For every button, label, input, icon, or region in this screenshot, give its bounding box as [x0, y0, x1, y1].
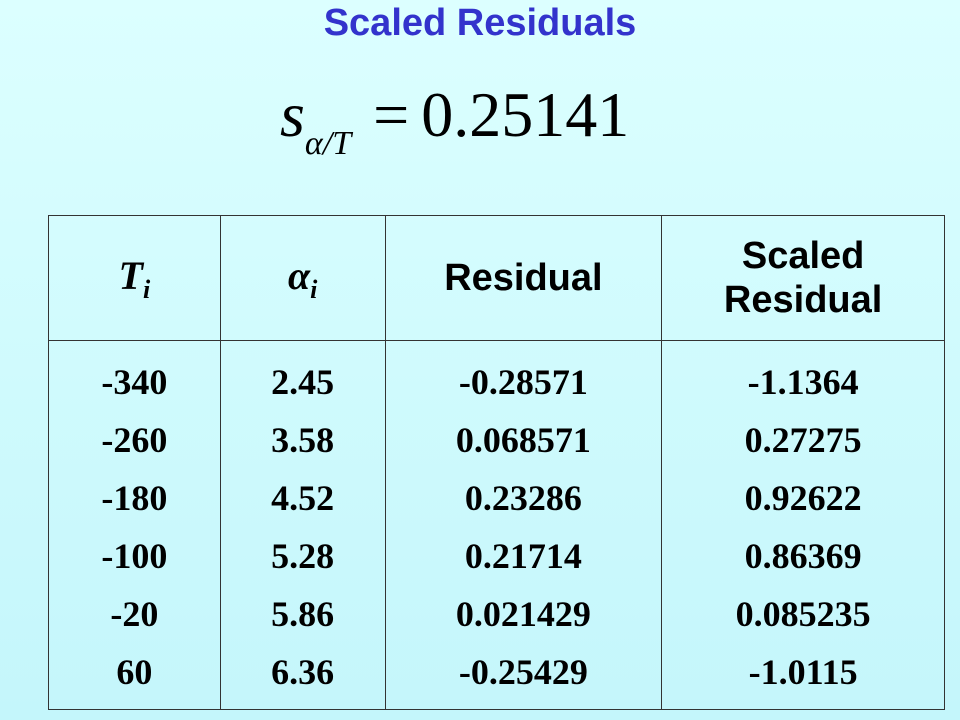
table-cell: 0.86369 — [661, 527, 945, 585]
table-row: -340 2.45 -0.28571 -1.1364 — [48, 340, 945, 411]
header-cell: Residual — [384, 215, 663, 341]
table-cell: 2.45 — [219, 340, 386, 411]
header-subscript: i — [310, 274, 318, 304]
formula-value: 0.25141 — [421, 79, 630, 150]
header-cell: Ti — [48, 215, 221, 341]
table-cell: -180 — [48, 469, 221, 527]
residual-table: Ti αi Residual Scaled Residual -340 2.45 -0.2… — [48, 215, 945, 710]
formula-subscript: α/T — [304, 125, 352, 162]
header-cell: Scaled Residual — [661, 215, 945, 341]
title: Scaled Residuals — [323, 2, 637, 44]
table-cell: -1.1364 — [661, 340, 945, 411]
table-cell: -0.28571 — [384, 340, 663, 411]
table-cell: 0.068571 — [384, 411, 663, 469]
table-cell: -340 — [48, 340, 221, 411]
table-cell: 0.27275 — [661, 411, 945, 469]
table-row: -100 5.28 0.21714 0.86369 — [48, 527, 945, 585]
table-cell: -20 — [48, 585, 221, 643]
formula-operator: = — [373, 79, 410, 150]
table-body: -340 2.45 -0.28571 -1.1364 -260 3.58 0.068571 0… — [48, 340, 945, 710]
table-cell: 5.28 — [219, 527, 386, 585]
table-cell: -0.25429 — [384, 643, 663, 710]
table-row: -260 3.58 0.068571 0.27275 — [48, 411, 945, 469]
header-subscript: i — [142, 274, 151, 304]
table-row: 60 6.36 -0.25429 -1.0115 — [48, 643, 945, 710]
table-cell: 0.085235 — [661, 585, 945, 643]
header-row: Ti αi Residual Scaled Residual — [48, 215, 945, 341]
table-cell: 3.58 — [219, 411, 386, 469]
formula-symbol: s — [280, 79, 305, 150]
table-cell: -260 — [48, 411, 221, 469]
table-cell: 5.86 — [219, 585, 386, 643]
header-text: T — [118, 252, 143, 298]
table-cell: -1.0115 — [661, 643, 945, 710]
table-cell: 0.21714 — [384, 527, 663, 585]
table-row: -20 5.86 0.021429 0.085235 — [48, 585, 945, 643]
table-cell: 0.92622 — [661, 469, 945, 527]
table-cell: 4.52 — [219, 469, 386, 527]
header-cell: αi — [219, 215, 386, 341]
header-text: Residual — [444, 257, 603, 299]
header-text: Scaled Residual — [723, 235, 883, 321]
formula: sα/T = 0.25141 — [280, 78, 630, 162]
table-cell: 0.23286 — [384, 469, 663, 527]
header-text: α — [287, 252, 311, 298]
table-cell: 6.36 — [219, 643, 386, 710]
table-cell: 0.021429 — [384, 585, 663, 643]
table-row: -180 4.52 0.23286 0.92622 — [48, 469, 945, 527]
table-cell: -100 — [48, 527, 221, 585]
table-cell: 60 — [48, 643, 221, 710]
